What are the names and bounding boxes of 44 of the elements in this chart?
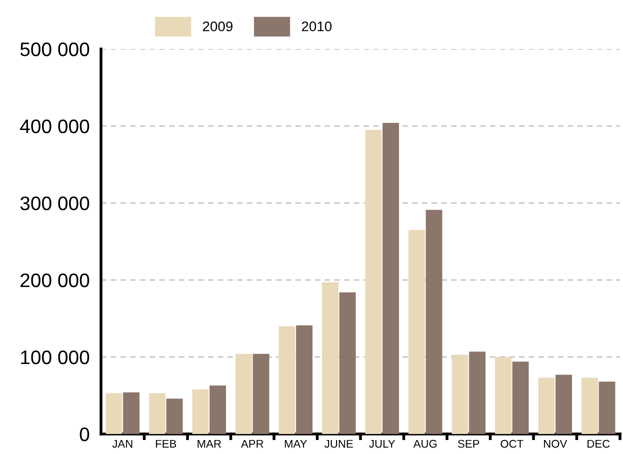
x-tick-label: DEC — [588, 440, 610, 448]
bar — [278, 326, 296, 434]
bar — [236, 354, 252, 434]
bar — [598, 382, 616, 434]
x-tick-label: OCT — [500, 440, 524, 448]
bar — [556, 374, 572, 434]
x-tick-label: SEP — [458, 440, 480, 448]
bar — [426, 210, 442, 434]
y-tick-label: 500 000 — [20, 42, 90, 56]
bar — [210, 385, 226, 434]
bar — [296, 325, 312, 434]
x-tick-label: MAR — [198, 440, 221, 448]
bar — [166, 398, 183, 434]
bar — [469, 352, 486, 434]
bar — [322, 282, 338, 434]
bar — [512, 362, 529, 434]
x-tick-label: JAN — [112, 440, 132, 448]
x-tick-label: AUG — [413, 440, 437, 448]
bar — [538, 378, 555, 434]
y-tick-label: 300 000 — [20, 196, 90, 210]
bar — [408, 230, 425, 434]
legend-label: 2010 — [302, 21, 332, 32]
x-tick-label: JULY — [369, 440, 396, 448]
x-tick-label: MAY — [284, 440, 308, 448]
y-tick-label: 200 000 — [20, 273, 90, 288]
bar — [339, 292, 356, 434]
bar — [252, 354, 270, 434]
x-tick-label: JUNE — [324, 440, 353, 448]
y-tick-label: 400 000 — [20, 119, 90, 134]
y-tick-label: 0 — [80, 427, 90, 442]
bar — [495, 357, 512, 434]
x-tick-label: NOV — [544, 440, 568, 448]
bar — [582, 378, 598, 434]
y-tick-label: 100 000 — [21, 350, 90, 364]
bar — [123, 392, 140, 434]
bar — [365, 130, 382, 434]
bar — [192, 389, 209, 434]
bar — [149, 393, 166, 434]
bar — [382, 122, 399, 434]
x-tick-label: APR — [240, 440, 264, 448]
bar — [452, 354, 468, 434]
legend-label: 2009 — [202, 21, 232, 32]
bar — [106, 393, 122, 434]
x-tick-label: FEB — [156, 440, 176, 448]
